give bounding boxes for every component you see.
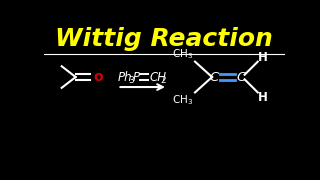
Text: CH$_3$: CH$_3$ xyxy=(172,93,193,107)
Text: C: C xyxy=(236,71,245,84)
Text: P: P xyxy=(132,71,139,84)
Text: CH: CH xyxy=(149,71,166,84)
Text: CH$_3$: CH$_3$ xyxy=(172,47,193,61)
Text: C: C xyxy=(209,71,218,84)
Text: 2: 2 xyxy=(160,76,166,85)
Text: Ph: Ph xyxy=(117,71,132,84)
Text: 3: 3 xyxy=(128,76,134,85)
Text: Wittig Reaction: Wittig Reaction xyxy=(55,26,273,51)
Text: o: o xyxy=(93,70,103,84)
Text: H: H xyxy=(258,91,268,104)
Text: H: H xyxy=(258,51,268,64)
